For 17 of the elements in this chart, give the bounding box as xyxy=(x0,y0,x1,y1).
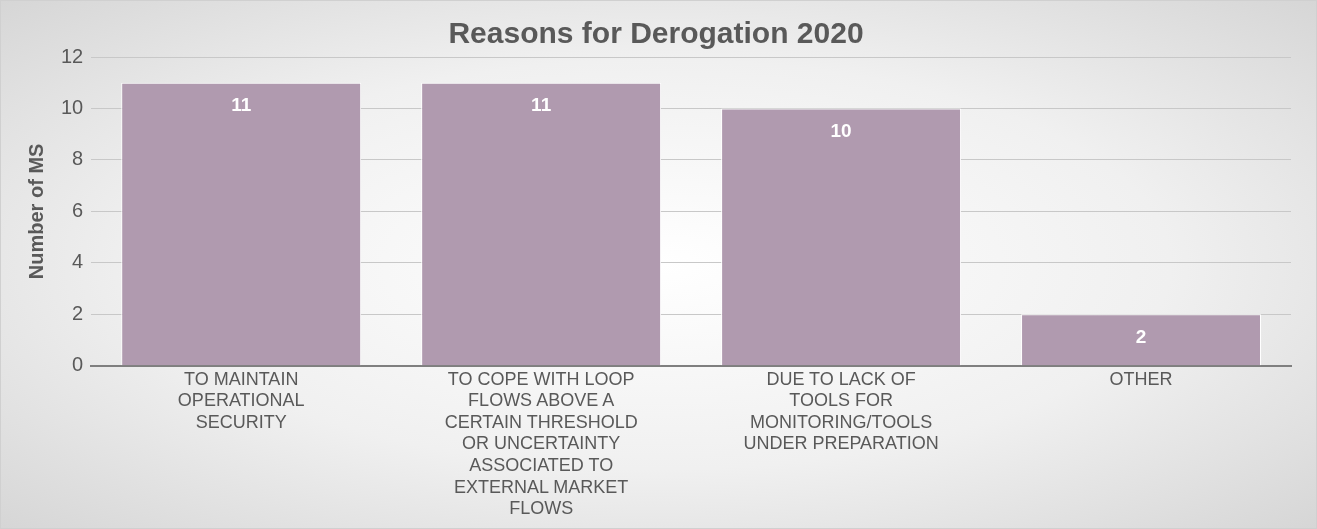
y-tick-label: 2 xyxy=(72,301,84,324)
y-tick-label: 4 xyxy=(72,250,84,273)
y-tick-label: 6 xyxy=(72,198,84,221)
data-label: 11 xyxy=(531,94,552,116)
data-label: 2 xyxy=(1135,326,1147,348)
x-tick-label: TO MAINTAIN OPERATIONAL SECURITY xyxy=(177,368,305,432)
y-tick-label: 10 xyxy=(61,95,84,118)
y-axis-title: Number of MS xyxy=(24,143,47,280)
x-tick-label: OTHER xyxy=(1109,368,1173,389)
x-tick-label: TO COPE WITH LOOP FLOWS ABOVE A CERTAIN THRESHOLD OR UNCERTAINTY ASSOCIATED TO EXTERNAL MARKET FLOWS xyxy=(444,368,638,519)
data-label: 11 xyxy=(231,94,252,116)
y-tick-label: 8 xyxy=(72,147,84,170)
chart-title: Reasons for Derogation 2020 xyxy=(448,16,864,50)
y-tick-label: 0 xyxy=(72,353,84,376)
x-tick-label: DUE TO LACK OF TOOLS FOR MONITORING/TOOLS UNDER PREPARATION xyxy=(743,368,939,454)
data-label: 10 xyxy=(830,120,852,142)
y-tick-label: 12 xyxy=(61,44,84,67)
